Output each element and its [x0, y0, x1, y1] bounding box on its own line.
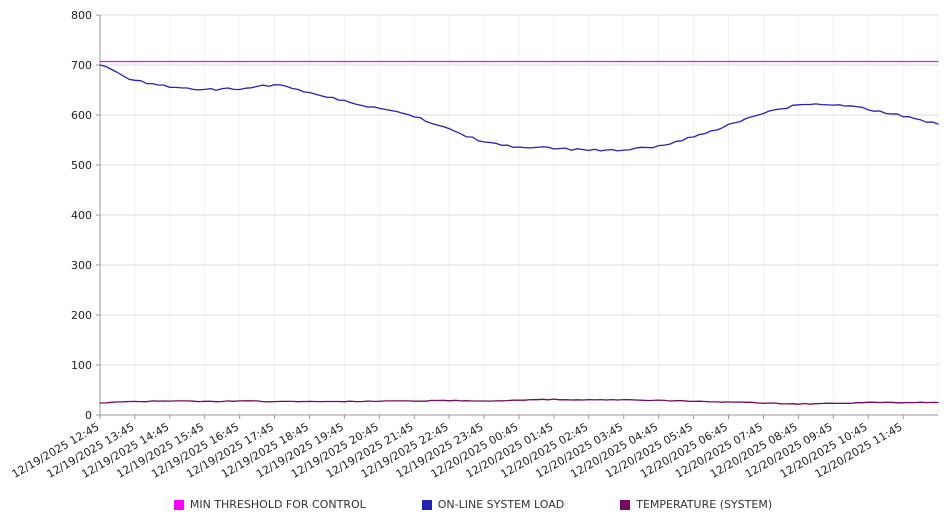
- line-chart: 0 100 200 300 400 500 600 700 800 12/19/2025 12:4…: [10, 9, 939, 481]
- series-line-on-line-system-load: [99, 64, 939, 152]
- svg-text:300: 300: [71, 259, 92, 272]
- legend-item-temperature-system[interactable]: TEMPERATURE (SYSTEM): [620, 498, 772, 511]
- legend-item-on-line-system-load[interactable]: ON-LINE SYSTEM LOAD: [421, 498, 565, 511]
- svg-text:0: 0: [85, 409, 92, 422]
- grid-lines: [96, 14, 939, 416]
- y-axis-tick-labels: 0 100 200 300 400 500 600 700 800: [71, 9, 92, 422]
- svg-text:400: 400: [71, 209, 92, 222]
- legend-swatch-icon: [421, 499, 432, 510]
- legend-label: MIN THRESHOLD FOR CONTROL: [189, 498, 366, 511]
- svg-text:800: 800: [71, 9, 92, 22]
- svg-text:500: 500: [71, 159, 92, 172]
- legend-swatch-icon: [173, 499, 184, 510]
- svg-text:200: 200: [71, 309, 92, 322]
- svg-text:700: 700: [71, 59, 92, 72]
- legend-swatch-icon: [620, 499, 631, 510]
- svg-text:100: 100: [71, 359, 92, 372]
- svg-text:600: 600: [71, 109, 92, 122]
- series-line-temperature-system: [99, 398, 939, 405]
- legend-label: ON-LINE SYSTEM LOAD: [437, 498, 565, 511]
- chart-legend: MIN THRESHOLD FOR CONTROL ON-LINE SYSTEM …: [0, 498, 946, 511]
- legend-item-min-threshold-for-control[interactable]: MIN THRESHOLD FOR CONTROL: [173, 498, 366, 511]
- legend-label: TEMPERATURE (SYSTEM): [636, 498, 773, 511]
